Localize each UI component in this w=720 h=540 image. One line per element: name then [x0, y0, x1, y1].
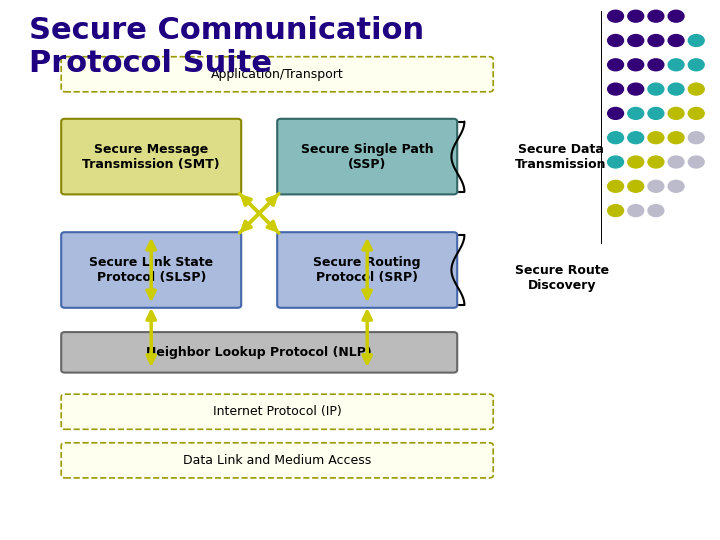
Circle shape — [668, 107, 684, 119]
Circle shape — [648, 107, 664, 119]
Circle shape — [688, 132, 704, 144]
Text: Secure Single Path
(SSP): Secure Single Path (SSP) — [301, 143, 433, 171]
Circle shape — [628, 10, 644, 22]
Text: Application/Transport: Application/Transport — [211, 68, 343, 81]
Circle shape — [668, 132, 684, 144]
Text: Data Link and Medium Access: Data Link and Medium Access — [183, 454, 372, 467]
Circle shape — [668, 83, 684, 95]
Circle shape — [608, 107, 624, 119]
Text: Neighbor Lookup Protocol (NLP): Neighbor Lookup Protocol (NLP) — [146, 346, 372, 359]
Circle shape — [668, 35, 684, 46]
Circle shape — [648, 156, 664, 168]
Circle shape — [628, 83, 644, 95]
Text: Secure Message
Transmission (SMT): Secure Message Transmission (SMT) — [82, 143, 220, 171]
Circle shape — [608, 132, 624, 144]
Circle shape — [608, 180, 624, 192]
Circle shape — [688, 156, 704, 168]
Circle shape — [668, 180, 684, 192]
Circle shape — [608, 10, 624, 22]
FancyBboxPatch shape — [61, 232, 241, 308]
Circle shape — [688, 107, 704, 119]
FancyBboxPatch shape — [277, 232, 457, 308]
Circle shape — [688, 35, 704, 46]
Circle shape — [668, 10, 684, 22]
Circle shape — [628, 180, 644, 192]
Circle shape — [648, 205, 664, 217]
Circle shape — [668, 156, 684, 168]
Circle shape — [628, 156, 644, 168]
Circle shape — [628, 107, 644, 119]
FancyBboxPatch shape — [277, 119, 457, 194]
FancyBboxPatch shape — [61, 119, 241, 194]
Circle shape — [648, 35, 664, 46]
Text: Secure Communication
Protocol Suite: Secure Communication Protocol Suite — [29, 16, 424, 78]
Text: Secure Route
Discovery: Secure Route Discovery — [515, 264, 609, 292]
FancyBboxPatch shape — [61, 57, 493, 92]
FancyBboxPatch shape — [61, 394, 493, 429]
Text: Secure Link State
Protocol (SLSP): Secure Link State Protocol (SLSP) — [89, 256, 213, 284]
Text: Internet Protocol (IP): Internet Protocol (IP) — [213, 405, 341, 418]
Circle shape — [688, 59, 704, 71]
Circle shape — [688, 83, 704, 95]
Circle shape — [628, 205, 644, 217]
Circle shape — [608, 205, 624, 217]
Text: Secure Routing
Protocol (SRP): Secure Routing Protocol (SRP) — [313, 256, 421, 284]
FancyBboxPatch shape — [61, 332, 457, 373]
Text: Secure Data
Transmission: Secure Data Transmission — [515, 143, 606, 171]
Circle shape — [628, 59, 644, 71]
Circle shape — [648, 83, 664, 95]
Circle shape — [628, 132, 644, 144]
FancyBboxPatch shape — [61, 443, 493, 478]
Circle shape — [648, 10, 664, 22]
Circle shape — [648, 132, 664, 144]
Circle shape — [668, 59, 684, 71]
Circle shape — [648, 180, 664, 192]
Circle shape — [648, 59, 664, 71]
Circle shape — [608, 156, 624, 168]
Circle shape — [608, 83, 624, 95]
Circle shape — [608, 59, 624, 71]
Circle shape — [628, 35, 644, 46]
Circle shape — [608, 35, 624, 46]
